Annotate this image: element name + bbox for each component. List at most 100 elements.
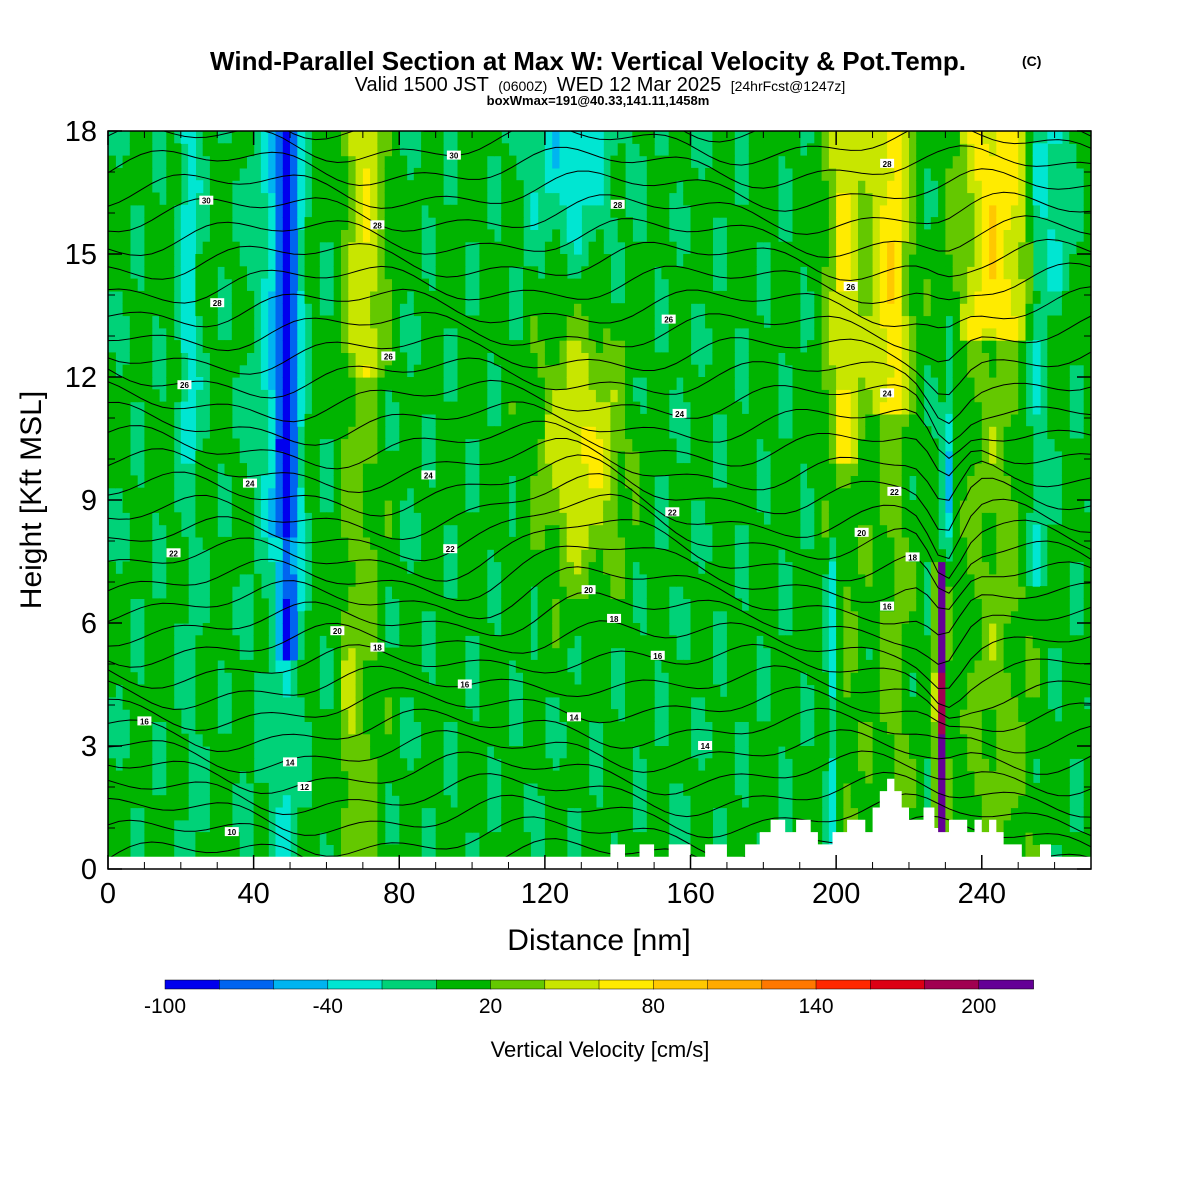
- w-cell: [574, 536, 582, 550]
- w-cell: [472, 229, 480, 243]
- w-cell: [792, 561, 801, 575]
- w-cell: [654, 758, 662, 772]
- w-cell: [719, 536, 728, 550]
- w-cell: [705, 610, 713, 624]
- w-cell: [304, 709, 313, 722]
- w-cell: [523, 377, 531, 390]
- w-cell: [450, 266, 459, 280]
- w-cell: [166, 832, 175, 845]
- w-cell: [836, 659, 844, 673]
- w-cell: [246, 340, 255, 353]
- w-cell: [581, 807, 590, 821]
- w-cell: [384, 241, 393, 255]
- w-cell: [763, 180, 772, 194]
- w-cell: [858, 770, 866, 784]
- w-cell: [442, 684, 451, 698]
- w-cell: [341, 709, 349, 722]
- w-cell: [501, 290, 510, 304]
- w-cell: [756, 610, 764, 624]
- w-cell: [770, 610, 779, 624]
- w-cell: [661, 241, 670, 255]
- w-cell: [836, 598, 844, 612]
- w-cell: [479, 696, 488, 710]
- w-cell: [326, 586, 335, 599]
- w-cell: [464, 217, 473, 230]
- w-cell: [734, 254, 743, 267]
- w-cell: [887, 204, 895, 218]
- w-cell: [457, 217, 466, 230]
- w-cell: [413, 610, 422, 624]
- w-cell: [275, 450, 284, 464]
- w-cell: [566, 586, 575, 599]
- w-cell: [333, 131, 342, 144]
- w-cell: [559, 524, 568, 538]
- w-cell: [217, 782, 226, 796]
- w-cell: [370, 500, 378, 513]
- w-cell: [858, 438, 866, 452]
- w-cell: [515, 782, 524, 796]
- w-cell: [872, 229, 881, 243]
- w-cell: [180, 733, 189, 747]
- w-cell: [544, 340, 553, 353]
- w-cell: [814, 278, 823, 292]
- w-cell: [559, 807, 568, 821]
- w-cell: [690, 278, 699, 292]
- w-cell: [668, 573, 677, 587]
- w-cell: [610, 167, 619, 181]
- w-cell: [304, 610, 313, 624]
- w-cell: [457, 795, 466, 809]
- w-cell: [523, 426, 531, 440]
- w-cell: [872, 758, 881, 772]
- w-cell: [144, 389, 153, 403]
- w-cell: [697, 475, 706, 489]
- w-cell: [807, 770, 815, 784]
- w-cell: [122, 598, 131, 612]
- w-cell: [537, 709, 546, 722]
- w-cell: [683, 377, 692, 390]
- w-cell: [311, 807, 320, 821]
- w-cell: [268, 340, 277, 353]
- w-cell: [712, 131, 721, 144]
- w-cell: [384, 475, 393, 489]
- w-cell: [195, 844, 204, 858]
- w-cell: [209, 204, 218, 218]
- w-cell: [333, 438, 342, 452]
- w-cell: [872, 155, 881, 169]
- w-cell: [435, 524, 444, 538]
- w-cell: [726, 143, 735, 157]
- w-cell: [901, 512, 910, 526]
- w-cell: [311, 155, 320, 169]
- w-cell: [268, 364, 277, 378]
- w-cell: [683, 278, 692, 292]
- w-cell: [159, 413, 167, 427]
- w-cell: [632, 512, 641, 526]
- w-cell: [843, 770, 852, 784]
- w-cell: [676, 167, 684, 181]
- w-cell: [362, 635, 371, 649]
- w-cell: [734, 807, 743, 821]
- w-cell: [668, 659, 677, 673]
- w-cell: [108, 586, 116, 599]
- w-cell: [530, 364, 539, 378]
- w-cell: [792, 180, 801, 194]
- w-cell: [588, 352, 597, 366]
- w-cell: [537, 438, 546, 452]
- w-cell: [799, 155, 808, 169]
- w-cell: [268, 352, 277, 366]
- w-cell: [275, 278, 284, 292]
- w-cell: [421, 782, 429, 796]
- w-cell: [588, 413, 597, 427]
- w-cell: [530, 770, 539, 784]
- w-cell: [676, 340, 684, 353]
- w-cell: [887, 426, 895, 440]
- w-cell: [311, 598, 320, 612]
- w-cell: [209, 746, 218, 759]
- w-cell: [442, 696, 451, 710]
- w-cell: [472, 155, 480, 169]
- w-cell: [319, 340, 328, 353]
- w-cell: [807, 672, 815, 686]
- w-cell: [406, 426, 415, 440]
- w-cell: [355, 487, 364, 501]
- w-cell: [741, 229, 750, 243]
- w-cell: [122, 623, 131, 636]
